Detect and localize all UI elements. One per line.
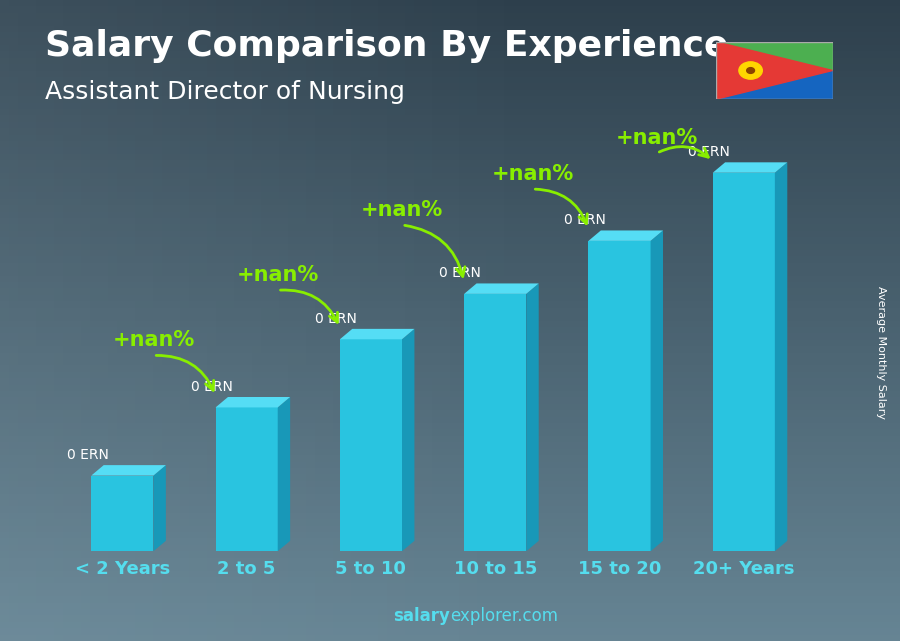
Text: Assistant Director of Nursing: Assistant Director of Nursing xyxy=(45,80,405,104)
Circle shape xyxy=(739,62,762,79)
Text: 0 ERN: 0 ERN xyxy=(439,266,482,280)
Bar xyxy=(713,173,775,551)
Text: explorer.com: explorer.com xyxy=(450,607,558,625)
Polygon shape xyxy=(716,71,832,99)
Polygon shape xyxy=(216,397,290,408)
Polygon shape xyxy=(713,162,788,173)
Text: Average Monthly Salary: Average Monthly Salary xyxy=(877,286,886,419)
Text: +nan%: +nan% xyxy=(491,164,573,184)
Polygon shape xyxy=(775,162,788,551)
Polygon shape xyxy=(651,231,663,551)
Text: Salary Comparison By Experience: Salary Comparison By Experience xyxy=(45,29,728,63)
Text: 0 ERN: 0 ERN xyxy=(688,145,730,159)
Polygon shape xyxy=(278,397,290,551)
Polygon shape xyxy=(153,465,166,551)
Text: 0 ERN: 0 ERN xyxy=(315,312,357,326)
Text: 0 ERN: 0 ERN xyxy=(563,213,606,227)
Text: +nan%: +nan% xyxy=(112,330,194,350)
Polygon shape xyxy=(716,42,832,71)
Bar xyxy=(464,294,526,551)
Text: +nan%: +nan% xyxy=(616,128,698,148)
Text: salary: salary xyxy=(393,607,450,625)
Polygon shape xyxy=(402,329,414,551)
Polygon shape xyxy=(589,231,663,241)
Polygon shape xyxy=(340,329,414,339)
Text: 0 ERN: 0 ERN xyxy=(191,379,233,394)
Text: 0 ERN: 0 ERN xyxy=(67,448,109,462)
Polygon shape xyxy=(526,283,539,551)
Text: +nan%: +nan% xyxy=(237,265,319,285)
Bar xyxy=(589,241,651,551)
Bar xyxy=(216,408,278,551)
Polygon shape xyxy=(464,283,539,294)
Circle shape xyxy=(747,67,754,73)
Polygon shape xyxy=(716,42,832,99)
Text: +nan%: +nan% xyxy=(361,200,443,220)
Bar xyxy=(340,339,402,551)
Bar xyxy=(91,476,153,551)
Polygon shape xyxy=(91,465,166,476)
